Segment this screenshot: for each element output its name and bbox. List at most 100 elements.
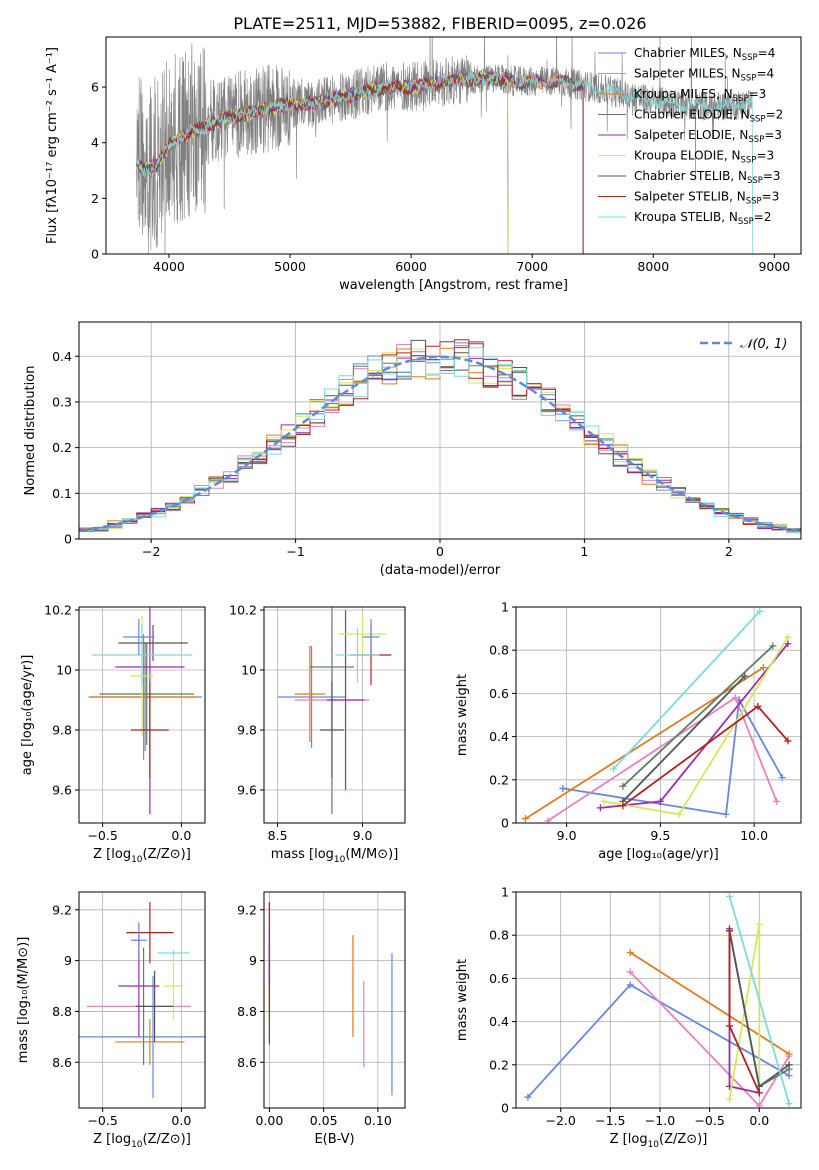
legend-label-sub: SSP (746, 197, 762, 207)
weight-point-marker (784, 633, 792, 641)
weight-point-marker (544, 817, 552, 823)
x-axis-label-main: mass [log (271, 847, 334, 862)
weight-series-line (622, 675, 746, 803)
weight-point-marker (524, 1093, 532, 1101)
weight-point-marker (626, 948, 634, 956)
weight-point-marker (784, 737, 792, 745)
x-tick-label: 0 (436, 544, 444, 559)
weight-point-marker (778, 774, 786, 782)
weight-point-marker (610, 765, 617, 773)
x-axis-label: E(B-V) (314, 1132, 354, 1147)
axes-frame (78, 321, 802, 540)
legend-entry: Kroupa MILES, NSSP=3 (634, 87, 766, 104)
y-tick-label: 0 (64, 532, 72, 547)
weight-vs-age-panel: 9.0 9.5 10.0 0 0.2 0.4 0.6 0.8 1 age [log₁₀(age/y… (455, 600, 802, 862)
plot-area (79, 339, 801, 534)
x-tick-label: −0.5 (87, 1113, 117, 1128)
weight-point-marker (731, 694, 739, 702)
x-axis-label-main: Z [log (93, 1132, 131, 1147)
x-axis-label: mass [log10(M/M⊙)] (271, 847, 399, 865)
weight-point-marker (521, 815, 529, 823)
weight-series-line (612, 610, 761, 770)
legend-label-main: Chabrier MILES, N (634, 46, 742, 60)
legend-label-tail: =4 (758, 46, 776, 60)
axes-frame (515, 891, 802, 1109)
weight-point-marker (785, 1050, 793, 1058)
legend-label-main: Chabrier ELODIE, N (634, 108, 750, 122)
mass-vs-extinction-panel: 0.00 0.05 0.10 8.6 8.8 9 9.2 E(B-V) (237, 891, 406, 1147)
y-tick-label: 0.1 (52, 486, 72, 501)
weight-point-marker (656, 797, 664, 805)
weight-point-marker (596, 804, 604, 812)
spectrum-panel: 4000 5000 6000 7000 8000 9000 0 2 4 6 wavelength [… (45, 36, 802, 293)
y-tick-label: 1 (501, 600, 509, 615)
x-tick-label: 6000 (395, 259, 427, 274)
legend-label-main: Salpeter ELODIE, N (634, 128, 748, 142)
y-axis-label: mass weight (455, 959, 470, 1041)
y-axis-label: Normed distribution (23, 366, 38, 496)
legend-entry: Salpeter MILES, NSSP=4 (634, 67, 774, 84)
legend-label-tail: =3 (764, 128, 782, 142)
y-axis-label: age [log₁₀(age/yr)] (20, 655, 35, 776)
legend-label-sub: SSP (738, 217, 754, 227)
y-tick-label: 0.2 (489, 1057, 509, 1072)
x-tick-label: 9.0 (353, 828, 373, 843)
x-tick-label: 2 (725, 544, 733, 559)
y-tick-label: 0 (91, 247, 99, 262)
x-tick-label: −2.0 (546, 1113, 576, 1128)
weight-point-marker (755, 1102, 763, 1108)
legend-entry: Chabrier MILES, NSSP=4 (634, 46, 775, 63)
weight-point-marker (722, 810, 730, 818)
legend-entry: Chabrier ELODIE, NSSP=2 (634, 108, 783, 125)
y-axis-label: mass [log₁₀(M/M⊙)] (16, 937, 31, 1064)
legend-label-tail: =2 (754, 210, 772, 224)
y-axis-label: Flux [fλ10⁻¹⁷ erg cm⁻² s⁻¹ A⁻¹] (45, 47, 60, 244)
x-tick-label: 8.5 (268, 828, 288, 843)
x-tick-label: 0.05 (310, 1113, 338, 1128)
y-tick-label: 2 (91, 191, 99, 206)
weight-point-marker (619, 782, 627, 790)
legend-label-tail: =4 (756, 67, 774, 81)
x-tick-label: 0.00 (256, 1113, 284, 1128)
y-tick-label: 9.8 (237, 723, 257, 738)
weight-point-marker (559, 784, 567, 792)
weight-point-marker (626, 981, 634, 989)
x-axis-label: Z [log10(Z/Z⊙)] (610, 1132, 708, 1150)
figure-title: PLATE=2511, MJD=53882, FIBERID=0095, z=0… (233, 14, 646, 33)
y-tick-label: 9.8 (52, 723, 72, 738)
x-axis-label-sub: 10 (334, 855, 346, 865)
y-tick-label: 0 (501, 1101, 509, 1116)
x-axis-label-sub: 10 (648, 1140, 660, 1150)
y-tick-label: 10.2 (44, 603, 72, 618)
residual-histogram (79, 339, 801, 531)
y-tick-label: 9.6 (237, 783, 257, 798)
x-tick-label: −2 (142, 544, 160, 559)
legend-entry: Salpeter ELODIE, NSSP=3 (634, 128, 782, 145)
y-tick-label: 0.6 (489, 686, 509, 701)
y-tick-label: 9 (249, 953, 257, 968)
weight-point-marker (769, 642, 777, 650)
legend-label-tail: =3 (762, 190, 780, 204)
y-tick-label: 0.8 (489, 928, 509, 943)
legend-label-sub: SSP (741, 74, 757, 84)
x-tick-label: 9000 (758, 259, 790, 274)
y-tick-label: 0.4 (489, 729, 509, 744)
axes-frame (263, 606, 406, 824)
y-tick-label: 0.2 (489, 772, 509, 787)
y-tick-label: 9.2 (237, 902, 257, 917)
legend-label-sub: SSP (750, 115, 766, 125)
x-tick-label: 8000 (637, 259, 669, 274)
weight-point-marker (726, 1095, 734, 1103)
legend-label-main: Chabrier STELIB, N (634, 169, 747, 183)
y-axis-label: mass weight (455, 674, 470, 756)
legend-entry: Kroupa ELODIE, NSSP=3 (634, 149, 774, 166)
weight-point-marker (726, 927, 734, 935)
plot-area (268, 902, 393, 1096)
y-tick-label: 6 (91, 80, 99, 95)
gaussian-curve (79, 355, 801, 533)
plot-area (524, 892, 793, 1108)
x-tick-label: 0.0 (749, 1113, 769, 1128)
legend-label-main: Kroupa STELIB, N (634, 210, 738, 224)
x-axis-label-sub: 10 (131, 855, 143, 865)
legend-label-tail: =2 (766, 108, 784, 122)
